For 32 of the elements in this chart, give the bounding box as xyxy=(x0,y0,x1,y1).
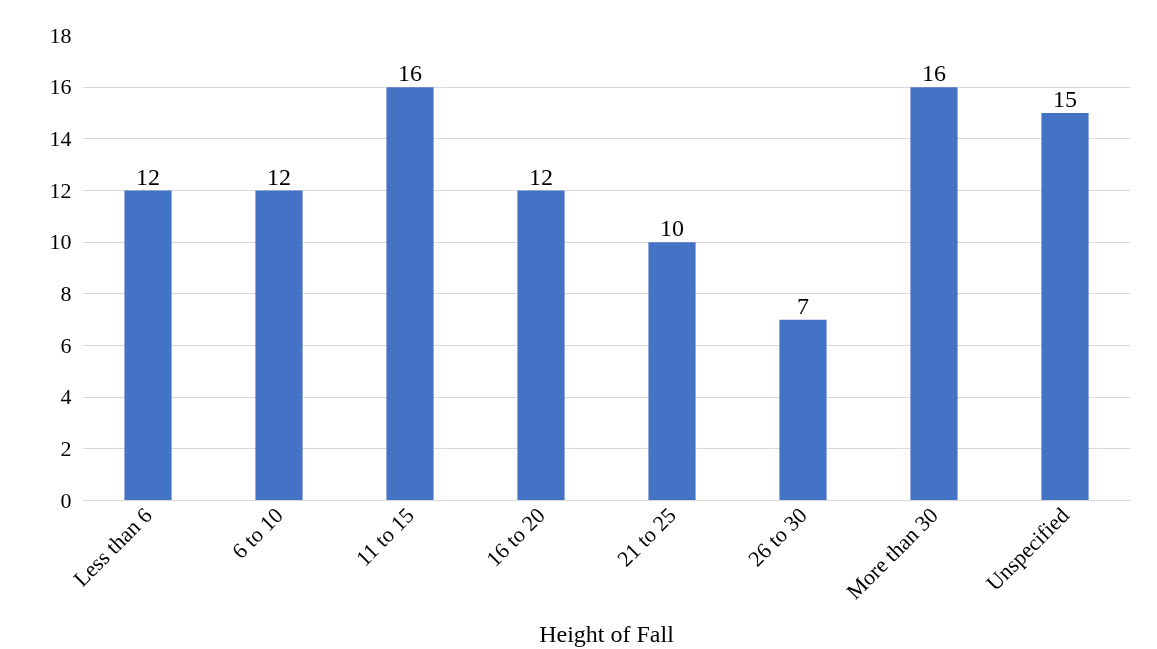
y-tick-label: 10 xyxy=(49,229,72,255)
data-label: 16 xyxy=(922,60,946,87)
x-tick-label: 21 to 25 xyxy=(612,502,681,572)
data-label: 16 xyxy=(398,60,422,87)
bar xyxy=(517,190,565,501)
data-label: 12 xyxy=(136,163,160,190)
y-tick-label: 18 xyxy=(49,22,72,48)
bar xyxy=(779,319,827,501)
y-tick-label: 6 xyxy=(60,332,72,358)
y-tick-label: 14 xyxy=(49,125,72,151)
data-label: 7 xyxy=(797,292,809,319)
bar xyxy=(386,87,434,501)
data-label: 10 xyxy=(660,215,684,242)
bar xyxy=(910,87,958,501)
data-label: 12 xyxy=(267,163,291,190)
bar xyxy=(1041,113,1089,501)
x-tick-label: 11 to 15 xyxy=(350,502,419,571)
y-tick-label: 16 xyxy=(49,74,72,100)
y-tick-label: 2 xyxy=(60,435,72,461)
bar xyxy=(124,190,172,501)
data-label: 15 xyxy=(1053,86,1077,112)
data-label: 12 xyxy=(529,163,553,190)
y-tick-label: 4 xyxy=(60,384,72,410)
y-tick-label: 0 xyxy=(60,487,72,513)
y-tick-label: 12 xyxy=(49,177,72,203)
x-tick-label: 6 to 10 xyxy=(226,502,288,564)
x-tick-label: 16 to 20 xyxy=(481,502,550,572)
x-axis-title: Height of Fall xyxy=(539,620,675,647)
bar xyxy=(255,190,303,501)
x-tick-label: 26 to 30 xyxy=(743,502,812,572)
bar xyxy=(648,242,696,501)
y-tick-label: 8 xyxy=(60,280,72,306)
